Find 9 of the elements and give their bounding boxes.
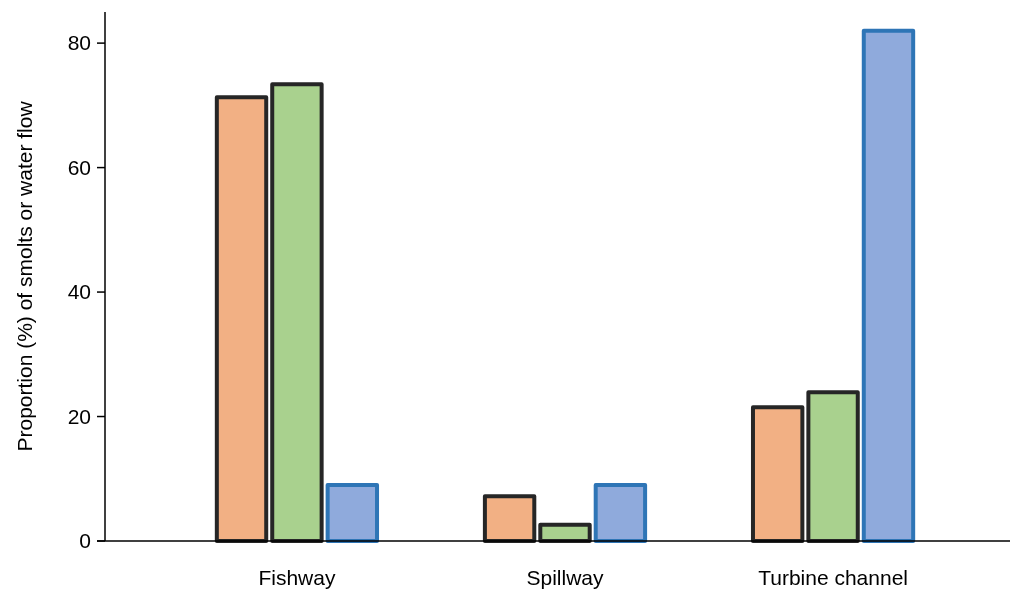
y-tick-label: 20 [67, 404, 91, 428]
x-tick-label: Turbine channel [758, 566, 908, 589]
x-tick-label: Fishway [258, 566, 336, 589]
y-tick-label: 60 [67, 155, 91, 179]
x-tick-label: Spillway [526, 566, 605, 589]
y-tick-label: 0 [79, 529, 91, 553]
y-axis-title: Proportion (%) of smolts or water flow [13, 100, 36, 452]
y-tick-label: 40 [67, 280, 91, 304]
y-tick-label: 80 [67, 31, 91, 55]
